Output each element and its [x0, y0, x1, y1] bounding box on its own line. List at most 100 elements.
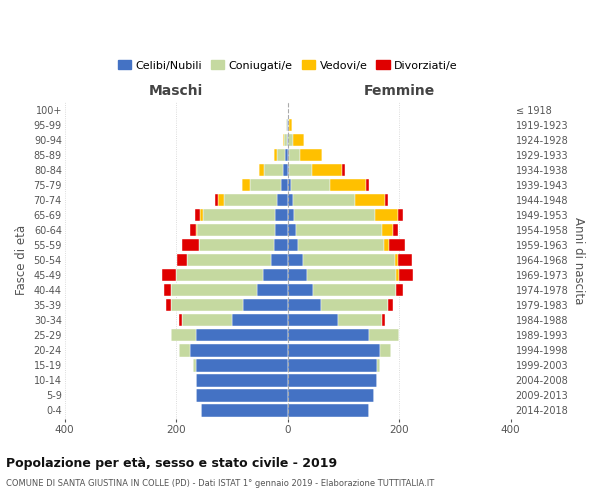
Legend: Celibi/Nubili, Coniugati/e, Vedovi/e, Divorziati/e: Celibi/Nubili, Coniugati/e, Vedovi/e, Di… — [113, 56, 462, 75]
Bar — [194, 209, 200, 222]
Bar — [286, 119, 287, 131]
Bar — [288, 284, 313, 296]
Bar — [200, 209, 203, 222]
Bar — [196, 359, 288, 372]
Bar — [193, 359, 196, 372]
Bar — [288, 134, 293, 146]
Bar — [288, 390, 374, 402]
Bar — [259, 164, 264, 176]
Bar — [293, 134, 304, 146]
Bar — [275, 209, 288, 222]
Bar — [287, 134, 288, 146]
Y-axis label: Anni di nascita: Anni di nascita — [572, 216, 585, 304]
Bar — [196, 374, 288, 386]
Bar — [388, 299, 392, 312]
Bar — [182, 239, 199, 252]
Bar — [377, 359, 380, 372]
Bar — [295, 209, 375, 222]
Bar — [232, 314, 288, 326]
Bar — [250, 179, 281, 192]
Bar — [190, 344, 288, 356]
Bar — [304, 254, 395, 266]
Bar — [288, 119, 289, 131]
Bar — [399, 269, 413, 281]
Bar — [170, 299, 243, 312]
Bar — [355, 194, 385, 206]
Bar — [176, 269, 263, 281]
Bar — [218, 194, 224, 206]
Bar — [202, 404, 288, 416]
Bar — [166, 299, 170, 312]
Bar — [385, 194, 388, 206]
Text: Maschi: Maschi — [149, 84, 203, 98]
Bar — [162, 269, 176, 281]
Bar — [242, 179, 250, 192]
Bar — [380, 344, 391, 356]
Bar — [243, 299, 288, 312]
Bar — [277, 194, 288, 206]
Bar — [288, 209, 295, 222]
Text: COMUNE DI SANTA GIUSTINA IN COLLE (PD) - Dati ISTAT 1° gennaio 2019 - Elaborazio: COMUNE DI SANTA GIUSTINA IN COLLE (PD) -… — [6, 479, 434, 488]
Bar — [271, 254, 288, 266]
Bar — [397, 284, 403, 296]
Bar — [288, 254, 304, 266]
Bar — [384, 239, 389, 252]
Bar — [281, 179, 288, 192]
Bar — [329, 179, 366, 192]
Bar — [187, 254, 271, 266]
Bar — [263, 269, 288, 281]
Bar — [182, 314, 232, 326]
Bar — [274, 149, 277, 162]
Bar — [197, 224, 275, 236]
Bar — [289, 119, 292, 131]
Bar — [170, 284, 257, 296]
Bar — [288, 329, 368, 342]
Bar — [288, 179, 290, 192]
Bar — [275, 224, 288, 236]
Bar — [397, 269, 399, 281]
Bar — [366, 179, 368, 192]
Bar — [288, 194, 293, 206]
Bar — [289, 149, 300, 162]
Bar — [179, 344, 190, 356]
Bar — [398, 209, 403, 222]
Bar — [375, 209, 398, 222]
Text: Femmine: Femmine — [364, 84, 435, 98]
Bar — [274, 239, 288, 252]
Bar — [178, 254, 187, 266]
Bar — [296, 224, 382, 236]
Bar — [288, 224, 296, 236]
Bar — [382, 224, 392, 236]
Bar — [190, 224, 196, 236]
Bar — [298, 239, 384, 252]
Y-axis label: Fasce di età: Fasce di età — [15, 225, 28, 296]
Bar — [288, 239, 298, 252]
Bar — [284, 134, 287, 146]
Bar — [288, 374, 377, 386]
Bar — [288, 344, 380, 356]
Bar — [338, 314, 382, 326]
Bar — [257, 284, 288, 296]
Bar — [288, 299, 321, 312]
Bar — [389, 239, 406, 252]
Bar — [307, 269, 397, 281]
Bar — [288, 269, 307, 281]
Bar — [203, 209, 275, 222]
Bar — [382, 314, 385, 326]
Bar — [179, 314, 182, 326]
Bar — [196, 329, 288, 342]
Bar — [288, 404, 368, 416]
Bar — [313, 284, 397, 296]
Bar — [264, 164, 283, 176]
Bar — [196, 390, 288, 402]
Bar — [288, 359, 377, 372]
Bar — [215, 194, 218, 206]
Bar — [285, 149, 288, 162]
Bar — [343, 164, 345, 176]
Text: Popolazione per età, sesso e stato civile - 2019: Popolazione per età, sesso e stato civil… — [6, 458, 337, 470]
Bar — [283, 164, 288, 176]
Bar — [170, 329, 196, 342]
Bar — [293, 194, 355, 206]
Bar — [290, 179, 329, 192]
Bar — [288, 164, 289, 176]
